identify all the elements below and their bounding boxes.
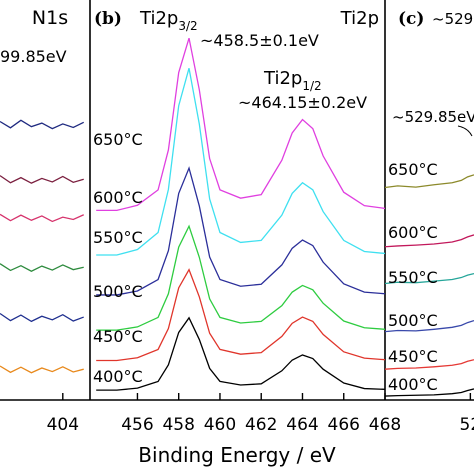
- x-tick-label: 52: [460, 415, 474, 435]
- spectrum-line: [385, 174, 474, 189]
- x-tick-label: 466: [328, 415, 360, 435]
- series-label: 650°C: [93, 130, 143, 149]
- spectrum-line: [96, 68, 385, 256]
- panel: [0, 119, 85, 374]
- spectrum-line: [385, 388, 474, 397]
- spectrum-line: [96, 316, 385, 391]
- series-label: 500°C: [388, 311, 438, 330]
- x-tick-label: 456: [121, 415, 153, 435]
- spectrum-line: [0, 365, 84, 374]
- series-label: 500°C: [93, 282, 143, 301]
- panel-label: (c): [398, 9, 424, 29]
- series-label: 450°C: [93, 327, 143, 346]
- spectrum-line: [0, 119, 85, 130]
- peak-label-subscript: 3/2: [178, 19, 197, 33]
- spectrum-line: [0, 312, 84, 323]
- peak-energy: ~464.15±0.2eV: [238, 93, 367, 112]
- spectrum-line: [96, 224, 385, 331]
- panel-title: N1s: [32, 7, 68, 29]
- spectrum-line: [96, 37, 385, 212]
- series-label: 650°C: [388, 160, 438, 179]
- x-tick-label: 462: [245, 415, 277, 435]
- x-tick-label: 458: [162, 415, 194, 435]
- series-label: 600°C: [388, 223, 438, 242]
- peak-label: Ti2p3/2: [139, 8, 198, 33]
- panel-title: Ti2p: [340, 8, 379, 29]
- peak-energy: ~458.5±0.1eV: [200, 31, 319, 50]
- panel: [96, 37, 385, 391]
- panel-label: (b): [94, 9, 122, 29]
- spectrum-line: [385, 272, 474, 285]
- annotation: ~529: [432, 10, 473, 28]
- panel: [385, 174, 474, 397]
- spectrum-line: [0, 213, 84, 223]
- x-tick-label: 460: [204, 415, 236, 435]
- peak-label: Ti2p1/2: [263, 68, 322, 93]
- spectrum-line: [385, 319, 474, 333]
- spectrum-line: [0, 175, 84, 184]
- series-label: 550°C: [388, 268, 438, 287]
- peak-label-text: Ti2p: [263, 68, 302, 89]
- x-axis-title: Binding Energy / eV: [138, 443, 336, 467]
- series-label: 400°C: [93, 367, 143, 386]
- series-label: 600°C: [93, 188, 143, 207]
- spectrum-line: [385, 359, 474, 370]
- x-tick-label: 468: [369, 415, 401, 435]
- x-tick-label: 464: [286, 415, 318, 435]
- x-tick-label: 404: [47, 415, 79, 435]
- series-label: 400°C: [388, 375, 438, 394]
- annotation-arrow: [457, 125, 473, 137]
- series-label: 550°C: [93, 228, 143, 247]
- spectrum-line: [96, 166, 385, 296]
- spectrum-line: [0, 263, 84, 272]
- spectrum-line: [96, 268, 385, 362]
- peak-label-subscript: 1/2: [302, 79, 321, 93]
- series-label: 450°C: [388, 347, 438, 366]
- peak-label-text: Ti2p: [139, 8, 178, 29]
- annotation: 99.85eV: [0, 47, 67, 66]
- annotation: ~529.85eV: [392, 108, 474, 126]
- spectrum-line: [385, 234, 474, 248]
